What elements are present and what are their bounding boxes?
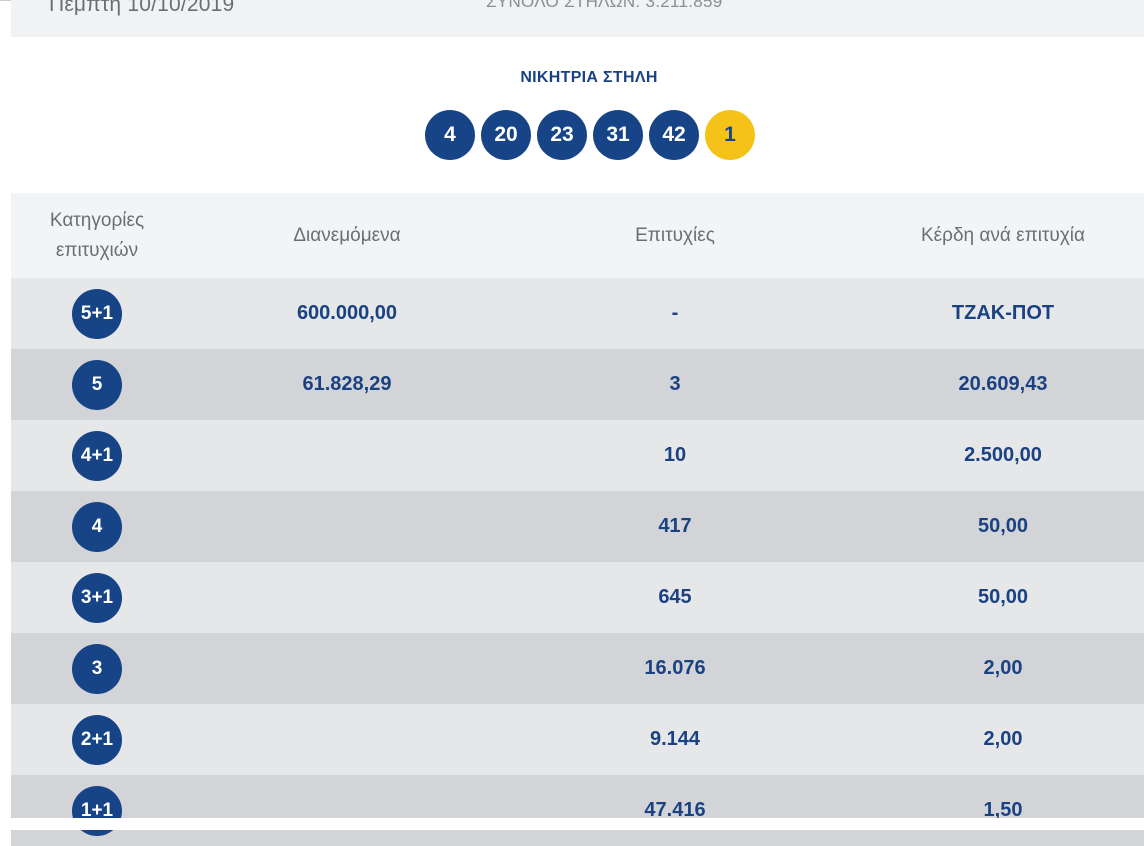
category-badge: 4+1 bbox=[72, 430, 122, 481]
distributed-cell: 600.000,00 bbox=[296, 302, 398, 324]
page-bottom-edge bbox=[0, 818, 1144, 830]
table-header: Κατηγορίες επιτυχιών Διανεμόμενα Επιτυχί… bbox=[11, 193, 1144, 278]
header-prize: Κέρδη ανά επιτυχία bbox=[921, 224, 1085, 246]
category-cell: 3+1 bbox=[47, 562, 147, 633]
table-row: 1+1 47.416 1,50 bbox=[11, 775, 1144, 846]
winning-number-ball: 4 bbox=[425, 110, 475, 160]
draw-date: Πέμπτη 10/10/2019 bbox=[49, 0, 235, 16]
winners-cell: 10 bbox=[663, 444, 687, 466]
table-row: 4 417 50,00 bbox=[11, 491, 1144, 562]
distributed-cell bbox=[247, 633, 447, 704]
distributed-cell bbox=[247, 491, 447, 562]
winners-cell: 16.076 bbox=[644, 657, 706, 679]
table-row: 5+1 600.000,00 - ΤΖΑΚ-ΠΟΤ bbox=[11, 278, 1144, 349]
winners-cell: 9.144 bbox=[649, 728, 701, 750]
header-category: Κατηγορίες επιτυχιών bbox=[49, 209, 145, 261]
category-cell: 2+1 bbox=[47, 704, 147, 775]
header-distributed: Διανεμόμενα bbox=[293, 224, 401, 246]
winning-number-ball: 20 bbox=[481, 110, 531, 160]
distributed-cell bbox=[247, 562, 447, 633]
category-badge: 3 bbox=[72, 643, 122, 694]
winners-cell: 3 bbox=[669, 373, 681, 395]
table-row: 2+1 9.144 2,00 bbox=[11, 704, 1144, 775]
category-badge: 4 bbox=[72, 501, 122, 552]
category-badge: 5 bbox=[72, 359, 122, 410]
category-cell: 5 bbox=[47, 349, 147, 420]
category-cell: 4 bbox=[47, 491, 147, 562]
prize-cell: 1,50 bbox=[983, 799, 1023, 821]
winning-numbers: 4 20 23 31 42 1 bbox=[425, 110, 755, 160]
distributed-cell bbox=[247, 420, 447, 491]
table-row: 4+1 10 2.500,00 bbox=[11, 420, 1144, 491]
prize-cell: 50,00 bbox=[977, 515, 1029, 537]
category-badge: 5+1 bbox=[72, 288, 122, 339]
prize-cell: 20.609,43 bbox=[958, 373, 1048, 395]
prize-cell: 2.500,00 bbox=[964, 444, 1042, 466]
distributed-cell bbox=[247, 775, 447, 846]
category-cell: 5+1 bbox=[47, 278, 147, 349]
prize-cell: 2,00 bbox=[983, 728, 1023, 750]
category-cell: 4+1 bbox=[47, 420, 147, 491]
distributed-cell bbox=[247, 704, 447, 775]
winning-number-ball: 42 bbox=[649, 110, 699, 160]
distributed-cell: 61.828,29 bbox=[302, 373, 392, 395]
winning-column-title: ΝΙΚΗΤΡΙΑ ΣΤΗΛΗ bbox=[520, 69, 658, 86]
table-row: 3 16.076 2,00 bbox=[11, 633, 1144, 704]
draw-info-bar: Πέμπτη 10/10/2019 ΣΥΝΟΛΟ ΣΤΗΛΩΝ: 3.211.8… bbox=[11, 0, 1144, 37]
category-cell: 3 bbox=[47, 633, 147, 704]
joker-number-ball: 1 bbox=[705, 110, 755, 160]
category-cell: 1+1 bbox=[47, 775, 147, 846]
winners-cell: 645 bbox=[658, 586, 692, 608]
prize-cell: 50,00 bbox=[977, 586, 1029, 608]
prize-cell: 2,00 bbox=[983, 657, 1023, 679]
category-badge: 2+1 bbox=[72, 714, 122, 765]
winners-cell: 47.416 bbox=[644, 799, 706, 821]
prize-cell: ΤΖΑΚ-ΠΟΤ bbox=[951, 302, 1055, 324]
category-badge: 3+1 bbox=[72, 572, 122, 623]
winners-cell: - bbox=[671, 302, 679, 324]
table-row: 5 61.828,29 3 20.609,43 bbox=[11, 349, 1144, 420]
winning-number-ball: 23 bbox=[537, 110, 587, 160]
table-row: 3+1 645 50,00 bbox=[11, 562, 1144, 633]
header-winners: Επιτυχίες bbox=[635, 224, 715, 246]
total-columns: ΣΥΝΟΛΟ ΣΤΗΛΩΝ: 3.211.859 bbox=[486, 0, 723, 11]
winning-number-ball: 31 bbox=[593, 110, 643, 160]
winners-cell: 417 bbox=[658, 515, 692, 537]
prize-table: Κατηγορίες επιτυχιών Διανεμόμενα Επιτυχί… bbox=[11, 193, 1144, 846]
